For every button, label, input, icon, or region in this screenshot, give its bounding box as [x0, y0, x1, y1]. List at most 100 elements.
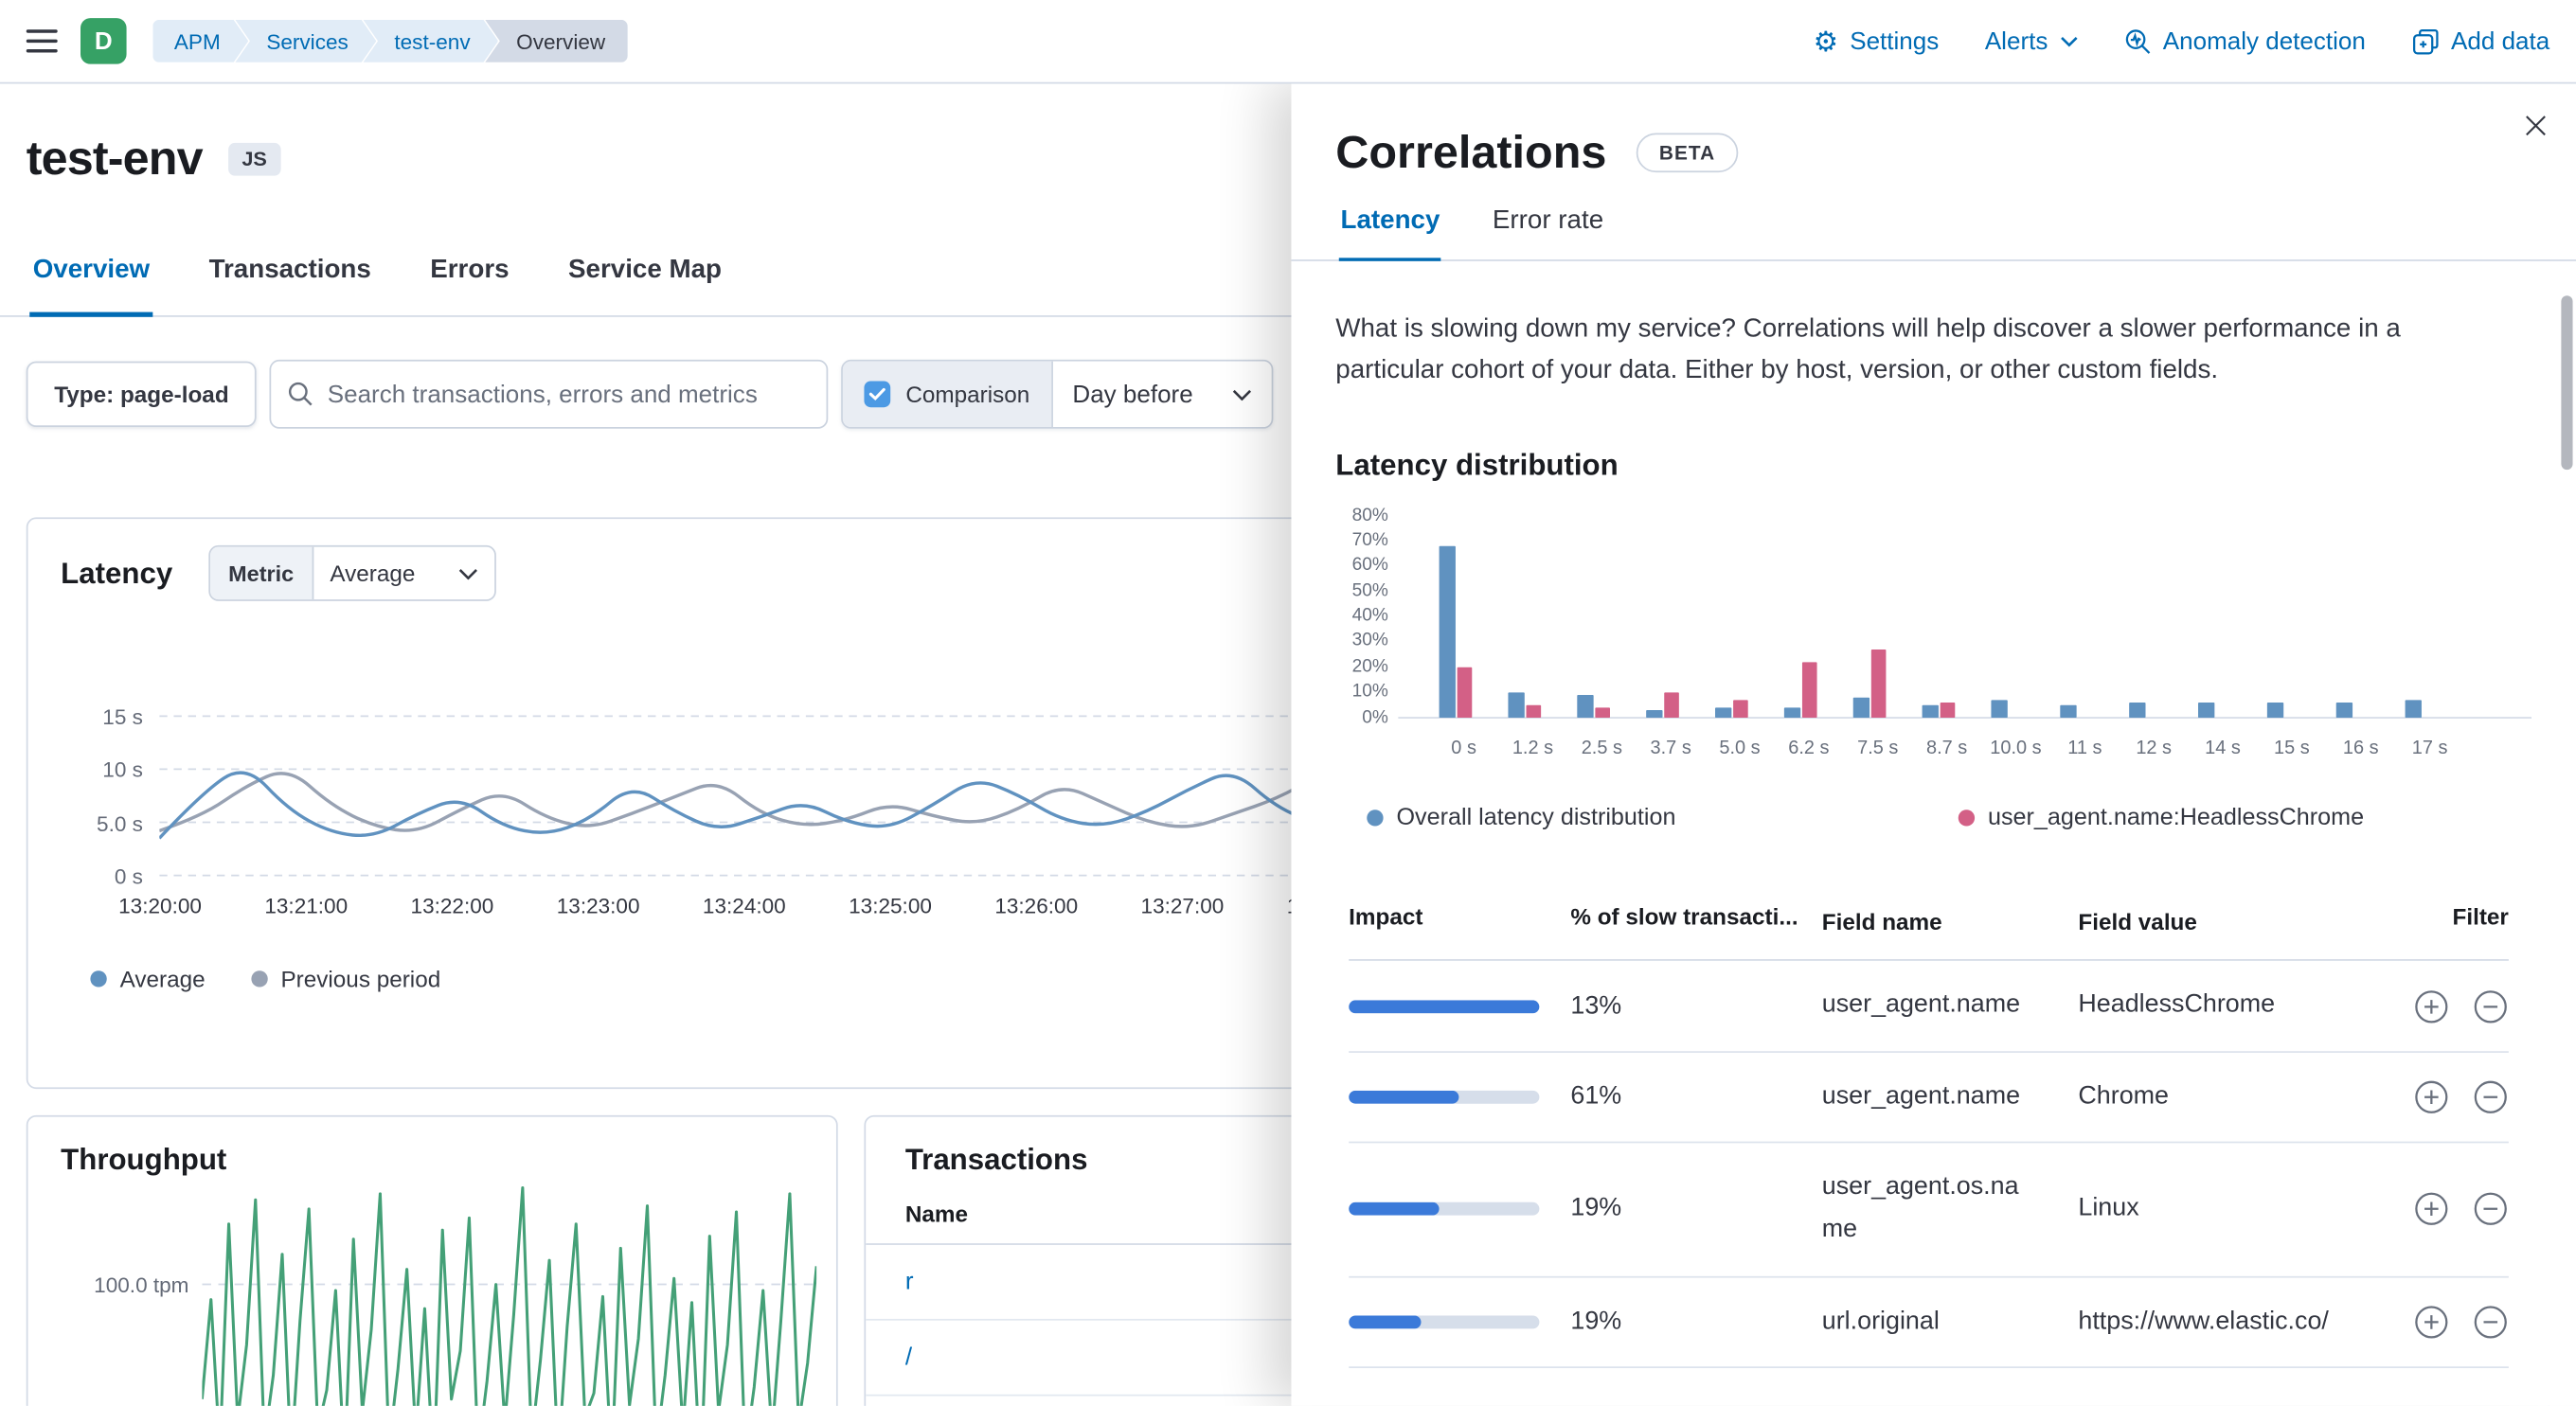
search-placeholder: Search transactions, errors and metrics — [327, 380, 758, 409]
transactions-panel-title: Transactions — [904, 1143, 1088, 1177]
breadcrumb-overview: Overview — [485, 19, 629, 62]
legend-item-overall-latency-distribution: Overall latency distribution — [1367, 804, 1958, 830]
correlations-table-body: 13% user_agent.name HeadlessChrome 61% user_… — [1349, 961, 2509, 1369]
throughput-panel: Throughput 100.0 tpm50.0 tpm — [26, 1114, 838, 1406]
metric-value: Average — [330, 560, 416, 587]
y-tick-label: 60% — [1351, 555, 1388, 576]
tab-service-map[interactable]: Service Map — [568, 256, 723, 285]
settings-label: Settings — [1850, 27, 1940, 56]
y-tick-label: 0% — [1362, 706, 1388, 727]
field-value: https://www.elastic.co/ — [2078, 1307, 2329, 1335]
comparison-group: Comparison Day before — [841, 359, 1274, 429]
alerts-menu[interactable]: Alerts — [1985, 27, 2078, 55]
tab-errors[interactable]: Errors — [430, 256, 510, 285]
correlation-row: 19% user_agent.os.name Linux — [1349, 1143, 2509, 1278]
breadcrumb-services[interactable]: Services — [235, 20, 376, 62]
flyout-tabs: Latency Error rate — [1291, 207, 2576, 261]
comparison-select[interactable]: Day before — [1050, 361, 1272, 428]
comparison-checkbox[interactable]: Comparison — [843, 361, 1051, 428]
top-navigation-bar: D APM Services test-env Overview ⚙ Settings… — [0, 0, 2576, 84]
correlations-table: Impact % of slow transacti... Field name Fi… — [1349, 902, 2509, 1369]
menu-icon[interactable] — [26, 27, 58, 56]
tab-overview[interactable]: Overview — [29, 230, 153, 317]
x-tick-label: 13:20:00 — [118, 893, 202, 918]
y-tick-label: 10% — [1351, 682, 1388, 703]
chevron-down-icon — [458, 568, 477, 579]
transaction-type-button[interactable]: Type: page-load — [26, 361, 258, 428]
column-header-of-slow-transacti: % of slow transacti... — [1570, 902, 1798, 930]
y-tick-label: 10 s — [102, 756, 143, 782]
filter-out-value-icon[interactable] — [2473, 1079, 2509, 1115]
y-tick-label: 5.0 s — [97, 810, 143, 836]
flyout-title: Correlations — [1335, 126, 1607, 178]
latency-panel-title: Latency — [61, 556, 173, 589]
field-value: HeadlessChrome — [2078, 990, 2276, 1020]
legend-item-previous-period: Previous period — [251, 966, 440, 992]
legend-dot — [90, 970, 107, 988]
filter-for-value-icon[interactable] — [2413, 1191, 2449, 1227]
filter-for-value-icon[interactable] — [2413, 1079, 2449, 1115]
correlation-row: 13% user_agent.name HeadlessChrome — [1349, 961, 2509, 1053]
column-header-filter: Filter — [2452, 902, 2509, 930]
add-data-link[interactable]: Add data — [2411, 27, 2549, 55]
x-tick-label: 8.7 s — [1925, 738, 1968, 758]
flyout-scrollbar[interactable] — [2561, 295, 2573, 471]
field-name: user_agent.name — [1821, 990, 2021, 1020]
x-tick-label: 13:26:00 — [994, 893, 1079, 918]
field-value: Chrome — [2078, 1081, 2170, 1111]
latency-distribution-chart[interactable] — [1398, 508, 2532, 728]
search-input[interactable]: Search transactions, errors and metrics — [270, 359, 829, 429]
throughput-y-axis: 100.0 tpm50.0 tpm — [45, 1117, 189, 1406]
filter-out-value-icon[interactable] — [2473, 988, 2509, 1024]
deployment-logo[interactable]: D — [80, 18, 127, 64]
page-title: test-env — [26, 133, 204, 187]
correlations-flyout: Correlations BETA Latency Error rate What… — [1291, 81, 2576, 1406]
x-tick-label: 13:24:00 — [702, 893, 786, 918]
breadcrumb: APM Services test-env Overview — [152, 19, 629, 62]
legend-dot — [1958, 809, 1976, 826]
flyout-description: What is slowing down my service? Correla… — [1335, 315, 2401, 384]
breadcrumb-test-env[interactable]: test-env — [363, 20, 498, 62]
filter-out-value-icon[interactable] — [2473, 1191, 2509, 1227]
slow-transactions-pct: 13% — [1570, 990, 1622, 1020]
page-header: test-env JS — [0, 82, 2576, 230]
close-icon[interactable] — [2525, 115, 2547, 142]
correlation-row: 61% user_agent.name Chrome — [1349, 1052, 2509, 1144]
throughput-chart[interactable] — [202, 1183, 817, 1406]
filter-actions — [2366, 1304, 2509, 1340]
service-tabs: Overview Transactions Errors Service Map — [0, 230, 2576, 317]
anomaly-detection-icon — [2124, 28, 2150, 53]
filter-out-value-icon[interactable] — [2473, 1304, 2509, 1340]
x-tick-label: 10.0 s — [1990, 738, 2042, 758]
legend-label: Previous period — [280, 965, 441, 992]
latency-panel-header: Latency Metric Average — [61, 544, 2515, 601]
latency-distribution-chart-wrap: 80% 70% 60% 50% 40% 30% 20% 10% 0% — [1335, 506, 2532, 728]
tab-transactions[interactable]: Transactions — [208, 256, 371, 285]
add-data-icon — [2412, 28, 2439, 54]
settings-link[interactable]: ⚙ Settings — [1814, 27, 1940, 55]
field-name: url.original — [1821, 1307, 1940, 1335]
x-tick-label: 6.2 s — [1788, 738, 1830, 758]
anomaly-detection-link[interactable]: Anomaly detection — [2123, 27, 2366, 55]
flyout-tab-latency[interactable]: Latency — [1338, 207, 1442, 261]
y-tick-label: 100.0 tpm — [94, 1273, 189, 1298]
add-data-label: Add data — [2451, 27, 2550, 56]
filter-actions — [2366, 1079, 2509, 1115]
x-tick-label: 12 s — [2136, 738, 2173, 758]
metric-select[interactable]: Metric Average — [208, 544, 496, 601]
breadcrumb-apm[interactable]: APM — [152, 20, 248, 62]
beta-badge: BETA — [1636, 133, 1739, 173]
comparison-label: Comparison — [905, 381, 1030, 408]
flyout-body: What is slowing down my service? Correla… — [1291, 311, 2576, 1369]
latency-x-axis: 13:20:00 13:21:00 13:22:00 13:23:00 13:24:00… — [87, 894, 1402, 918]
x-tick-label: 7.5 s — [1857, 738, 1899, 758]
filter-for-value-icon[interactable] — [2413, 988, 2449, 1024]
flyout-tab-error-rate[interactable]: Error rate — [1492, 206, 1604, 236]
filter-for-value-icon[interactable] — [2413, 1304, 2449, 1340]
legend-label: Average — [119, 965, 206, 992]
x-tick-label: 14 s — [2205, 738, 2241, 758]
x-tick-label: 16 s — [2342, 738, 2379, 758]
field-value: Linux — [2078, 1194, 2139, 1223]
comparison-select-value: Day before — [1072, 380, 1193, 409]
